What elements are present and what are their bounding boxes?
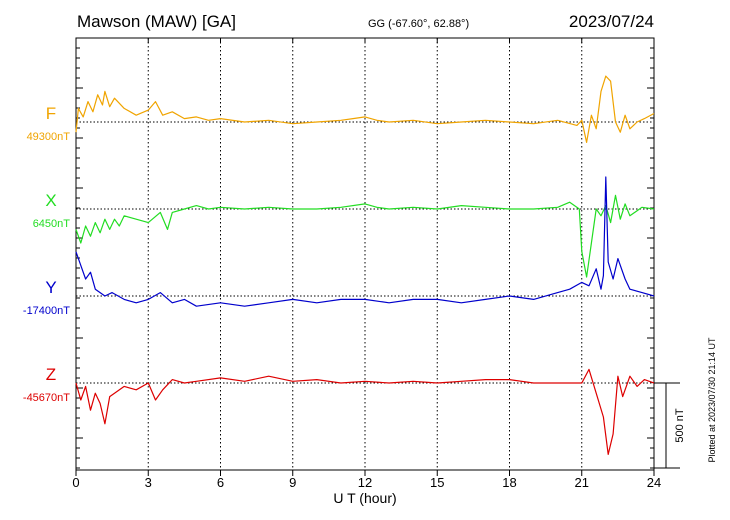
x-tick-label: 12 [358,475,372,490]
vertical-grid-lines [147,38,583,470]
x-tick-label: 0 [72,475,79,490]
series-name-y: Y [45,278,56,297]
x-tick-label: 6 [217,475,224,490]
coordinates-label: GG (-67.60°, 62.88°) [368,18,469,30]
series-y: Y -17400nT [23,176,655,317]
scale-bar-label: 500 nT [674,408,686,443]
baseline-value-y: -17400nT [23,305,70,317]
x-tick-label: 21 [575,475,589,490]
series-name-z: Z [46,365,56,384]
series-f: F 49300nT [27,75,655,143]
series-name-x: X [45,191,56,210]
series-x: X 6450nT [33,191,655,278]
baseline-value-f: 49300nT [27,131,71,143]
series-z: Z -45670nT [23,365,655,455]
x-axis-ticks: 0 3 6 9 12 15 18 21 24 [72,38,661,490]
date-label: 2023/07/24 [569,12,654,31]
series-name-f: F [46,104,56,123]
x-tick-label: 15 [430,475,444,490]
plotted-timestamp: Plotted at 2023/07/30 21:14 UT [707,337,717,463]
series-layer: F 49300nT X 6450nT Y -17400nT Z -45670nT [23,75,655,455]
x-tick-label: 18 [502,475,516,490]
x-tick-label: 9 [289,475,296,490]
station-title: Mawson (MAW) [GA] [77,12,236,31]
baseline-value-z: -45670nT [23,392,70,404]
series-line-y [75,176,655,307]
x-axis-label: U T (hour) [333,490,396,506]
series-line-f [75,75,655,143]
scale-bar: 500 nT [654,382,686,469]
series-line-z [75,368,655,455]
baseline-value-x: 6450nT [33,218,71,230]
x-tick-label: 24 [647,475,661,490]
x-tick-label: 3 [145,475,152,490]
series-line-x [75,194,655,278]
